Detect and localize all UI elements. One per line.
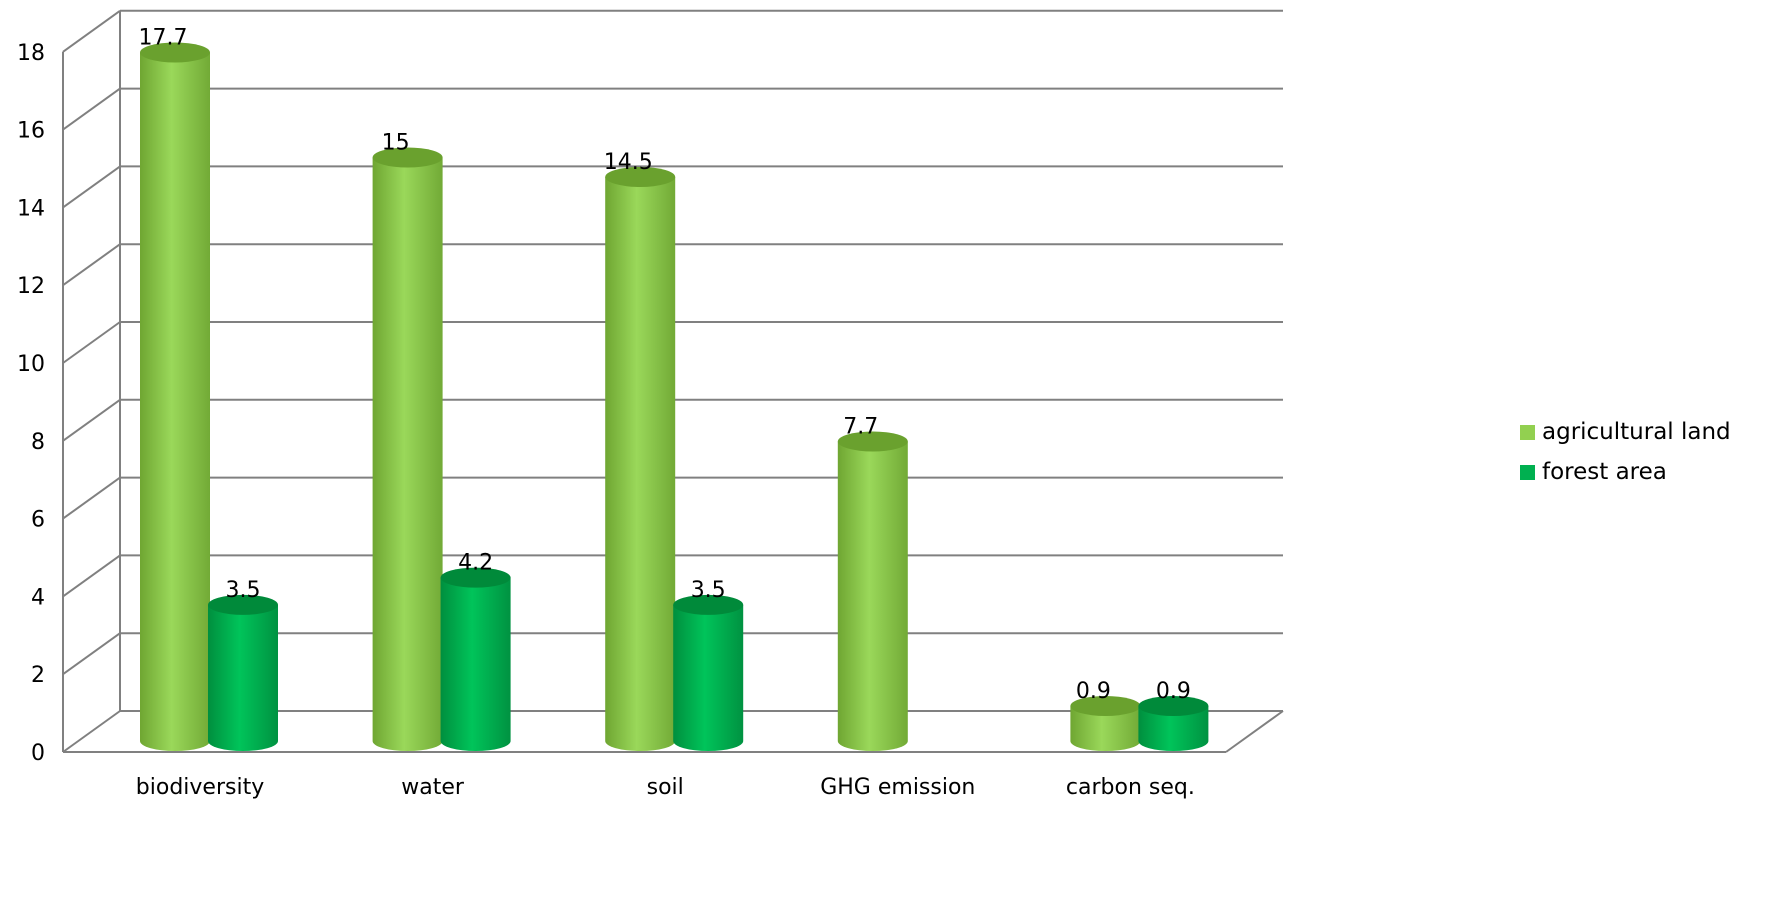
legend-swatch-forest-area [1520, 464, 1535, 480]
bar-top [208, 594, 278, 615]
gridline-side [62, 243, 121, 287]
bar-body [673, 604, 744, 751]
data-label: 0.9 [1076, 679, 1111, 704]
legend-item-forest-area: forest area [1520, 452, 1731, 492]
data-labels: 17.7 15 14.5 7.7 0.9 3.5 4.2 3.5 0.9 [139, 25, 1191, 704]
y-tick-label: 2 [31, 663, 45, 688]
category-label-water: water [401, 775, 465, 800]
y-tick-label: 14 [17, 196, 45, 221]
bar-agricultural-land-carbon-seq [1070, 695, 1141, 751]
category-label-carbon-seq: carbon seq. [1066, 775, 1195, 800]
y-tick-label: 12 [17, 274, 45, 299]
gridline-side [62, 710, 121, 753]
bar-body [837, 441, 908, 751]
bar-body [372, 157, 443, 751]
bar-top [372, 147, 443, 168]
gridlines [62, 9, 1284, 753]
bar-top [605, 166, 676, 187]
category-label-biodiversity: biodiversity [136, 775, 264, 800]
bar-body [1138, 705, 1209, 751]
data-label: 17.7 [139, 25, 188, 50]
bar-top [837, 431, 908, 452]
bar-top [140, 42, 210, 63]
y-tick-label: 8 [31, 430, 45, 455]
bar-agricultural-land-biodiversity [140, 42, 210, 752]
gridline-side [62, 321, 121, 364]
bars [140, 42, 1209, 752]
y-tick-label: 18 [17, 41, 45, 66]
data-label: 4.2 [458, 551, 493, 576]
bar-forest-area-water [440, 567, 511, 751]
bar-forest-area-biodiversity [208, 594, 278, 751]
bar-body [140, 52, 210, 752]
bar-top [673, 594, 744, 615]
legend-label-forest-area: forest area [1542, 459, 1667, 485]
bar-top [1138, 695, 1209, 716]
gridline-side [62, 476, 121, 520]
legend-label-agricultural-land: agricultural land [1542, 419, 1731, 445]
bar-top [1070, 695, 1141, 716]
y-tick-label: 10 [17, 352, 45, 377]
data-label: 14.5 [604, 150, 653, 175]
floor-right-edge [1225, 710, 1284, 753]
data-label: 15 [382, 131, 410, 156]
category-label-soil: soil [647, 775, 684, 800]
data-label: 0.9 [1156, 679, 1191, 704]
bar-agricultural-land-ghg-emission [837, 431, 908, 751]
data-label: 7.7 [843, 414, 878, 439]
y-axis-ticks: 0 2 4 6 8 10 12 14 16 18 [17, 41, 45, 766]
bar-forest-area-carbon-seq [1138, 695, 1209, 751]
category-labels: biodiversity water soil GHG emission carbon … [136, 775, 1195, 800]
gridline-side [62, 632, 121, 676]
gridline-side [62, 398, 121, 442]
bar-body [208, 604, 278, 751]
gridline-side [62, 9, 121, 53]
legend-swatch-agricultural-land [1520, 424, 1535, 440]
bar-top [440, 567, 511, 588]
gridline-side [62, 87, 121, 131]
bar-body [440, 577, 511, 751]
data-label: 3.5 [226, 578, 261, 603]
y-tick-label: 4 [31, 585, 45, 610]
bar-body [605, 176, 676, 751]
bar-agricultural-land-soil [605, 166, 676, 751]
data-label: 3.5 [691, 578, 726, 603]
legend-item-agricultural-land: agricultural land [1520, 412, 1731, 452]
bar-forest-area-soil [673, 594, 744, 751]
gridline-side [62, 165, 121, 209]
legend: agricultural land forest area [1520, 412, 1731, 492]
y-tick-label: 16 [17, 119, 45, 144]
bar-agricultural-land-water [372, 147, 443, 751]
category-label-ghg-emission: GHG emission [820, 775, 975, 800]
y-tick-label: 0 [31, 741, 45, 766]
y-tick-label: 6 [31, 508, 45, 533]
bar-body [1070, 705, 1141, 751]
gridline-side [62, 554, 121, 598]
